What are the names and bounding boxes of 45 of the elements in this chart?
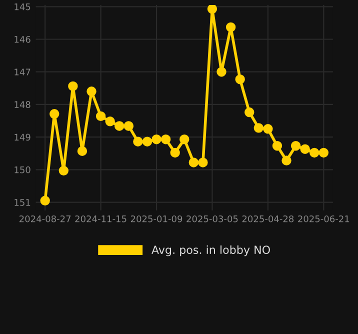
y-tick-label: 147 <box>14 68 30 76</box>
point <box>86 86 96 96</box>
point <box>263 124 273 134</box>
y-tick-label: 151 <box>14 199 30 206</box>
y-tick-label: 145 <box>14 3 30 10</box>
point <box>235 74 245 84</box>
point <box>68 81 78 92</box>
point <box>58 166 69 176</box>
x-tick-label: 2025-04-28 <box>242 215 294 222</box>
point <box>96 111 106 122</box>
y-tick-label: 149 <box>14 134 30 141</box>
x-tick-label: 2025-06-21 <box>298 215 350 222</box>
point <box>318 148 329 158</box>
point <box>254 123 264 133</box>
y-tick-label: 146 <box>14 36 30 43</box>
x-tick-label: 2025-01-09 <box>130 215 182 222</box>
point <box>207 5 218 14</box>
point <box>310 148 320 158</box>
point <box>50 109 60 119</box>
point <box>114 121 124 131</box>
x-tick-label: 2025-03-05 <box>186 215 238 222</box>
point <box>170 148 180 158</box>
y-tick-label: 150 <box>14 166 30 174</box>
point <box>133 136 143 146</box>
point <box>152 134 162 144</box>
point <box>40 196 50 206</box>
point <box>142 136 152 146</box>
point <box>226 22 236 32</box>
point <box>180 134 190 144</box>
y-tick-label: 148 <box>14 101 30 108</box>
point <box>290 141 301 151</box>
point <box>124 121 134 131</box>
point <box>198 158 208 168</box>
point <box>244 107 254 118</box>
point <box>272 141 282 151</box>
point <box>188 158 199 168</box>
point <box>300 144 310 154</box>
legend-label: Avg. pos. in lobby NO <box>152 245 270 256</box>
x-tick-label: 2024-11-15 <box>75 215 126 222</box>
point <box>77 146 88 156</box>
point <box>282 156 292 166</box>
point <box>105 116 115 126</box>
x-tick-label: 2024-08-27 <box>20 215 71 222</box>
point <box>160 134 171 144</box>
point <box>216 66 226 77</box>
